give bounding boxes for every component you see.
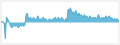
marks bbox=[1, 8, 119, 39]
area bbox=[1, 8, 119, 39]
plot-frame bbox=[1, 1, 119, 44]
plot bbox=[1, 1, 119, 44]
line bbox=[1, 8, 119, 39]
chart bbox=[0, 0, 120, 45]
